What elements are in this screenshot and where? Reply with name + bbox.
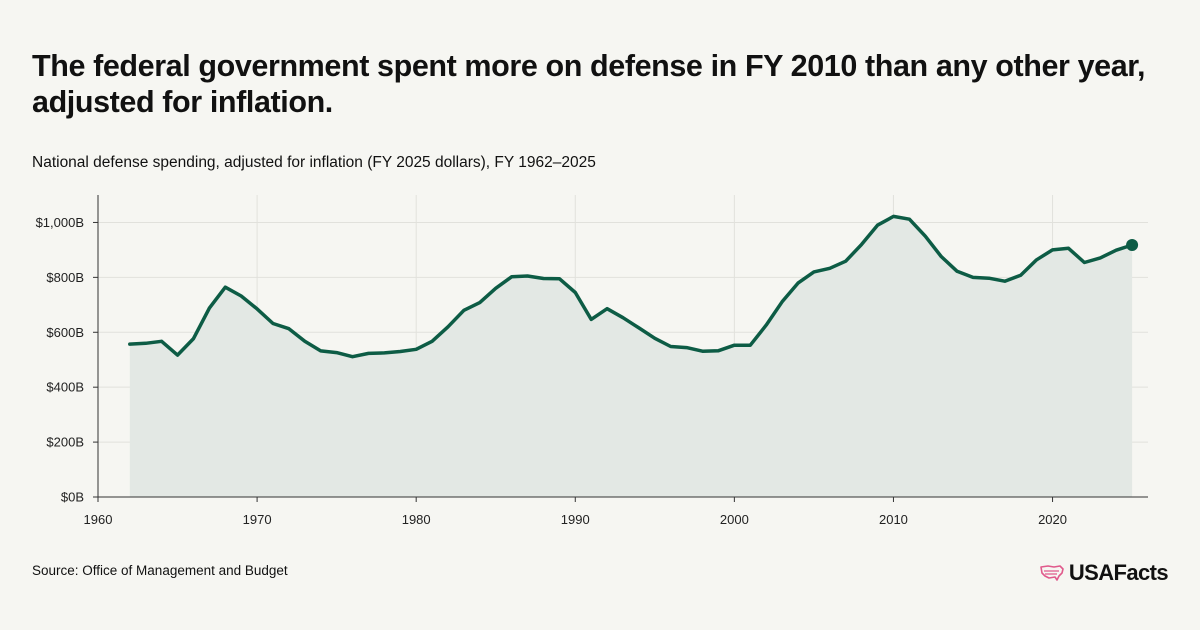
logo-text: USAFacts xyxy=(1068,560,1169,585)
y-tick-label: $600B xyxy=(46,325,84,340)
y-tick-label: $200B xyxy=(46,435,84,450)
y-tick-label: $1,000B xyxy=(36,215,84,230)
us-map-icon xyxy=(1040,565,1064,581)
spending-line xyxy=(128,214,1134,359)
chart-title: The federal government spent more on def… xyxy=(32,49,1146,119)
spending-area xyxy=(129,216,1133,497)
latest-value-point xyxy=(1126,238,1139,251)
x-tick-label: 1980 xyxy=(402,512,431,527)
usafacts-logo: USAFacts xyxy=(1039,560,1169,586)
source-note: Source: Office of Management and Budget xyxy=(32,563,288,578)
tick-labels: $0B $200B $400B $600B $800B $1,000B 1960 1970 19… xyxy=(36,215,1067,527)
y-tick-label: $400B xyxy=(46,380,84,395)
y-tick-label: $800B xyxy=(46,270,84,285)
axes xyxy=(93,195,1148,502)
x-tick-label: 2010 xyxy=(879,512,908,527)
chart-subtitle: National defense spending, adjusted for … xyxy=(32,154,596,171)
x-tick-label: 1990 xyxy=(561,512,590,527)
y-tick-label: $0B xyxy=(61,490,84,505)
x-tick-label: 1960 xyxy=(84,512,113,527)
x-tick-label: 2000 xyxy=(720,512,749,527)
x-tick-label: 1970 xyxy=(243,512,272,527)
x-tick-label: 2020 xyxy=(1038,512,1067,527)
